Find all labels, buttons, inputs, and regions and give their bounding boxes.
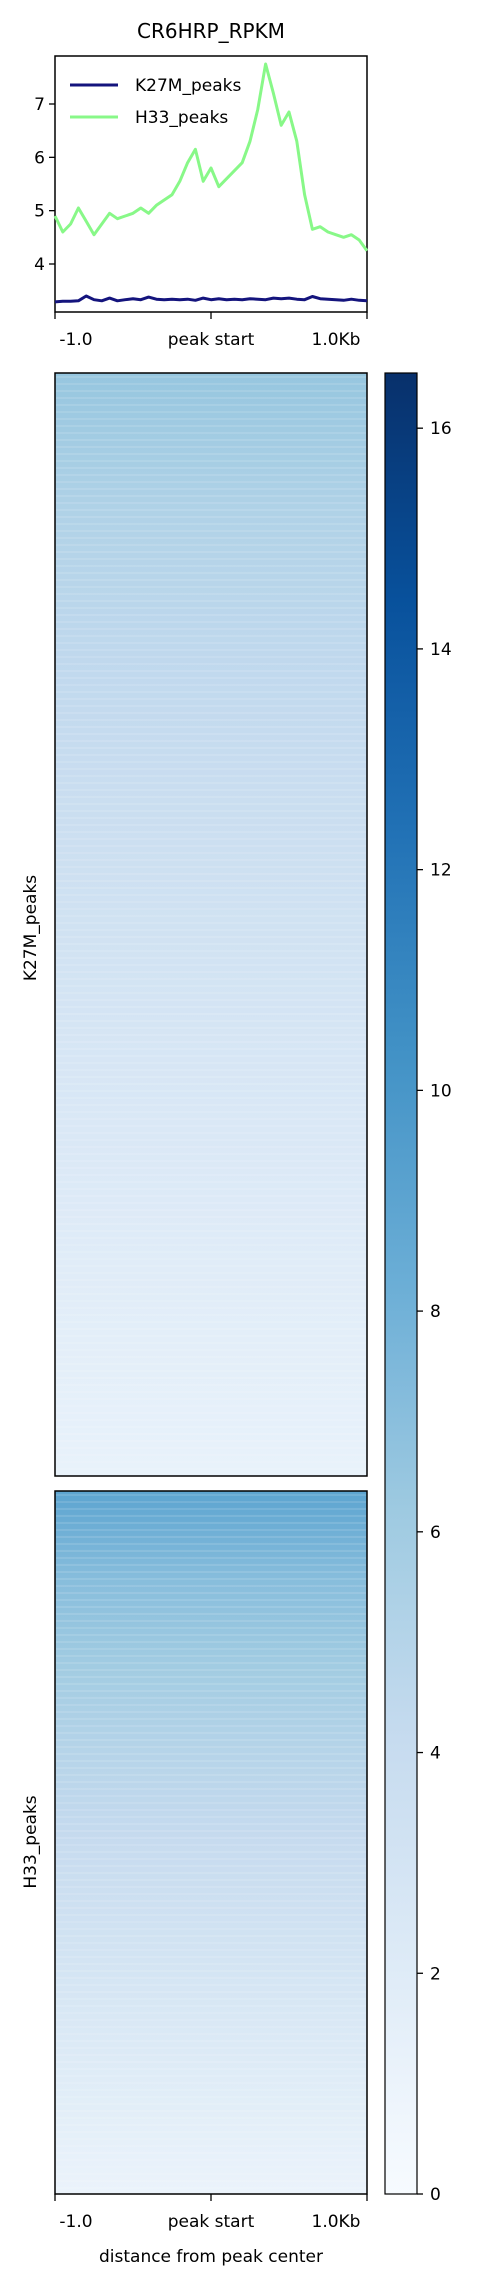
- profile-x-tick-label: -1.0: [59, 330, 92, 350]
- colorbar-tick-label: 10: [430, 1081, 452, 1101]
- profile-x-tick-label: peak start: [168, 330, 255, 350]
- heatmap-x-axis-title: distance from peak center: [99, 2247, 323, 2267]
- colorbar-tick-label: 14: [430, 640, 452, 660]
- profile-series: [53, 62, 369, 304]
- colorbar: 0 2 4 6 8 10 12 14 16: [384, 372, 452, 2205]
- colorbar-tick-label: 4: [430, 1744, 441, 1764]
- profile-x-axis: -1.0 peak start 1.0Kb: [54, 312, 368, 350]
- heatmap-h33: [54, 1490, 368, 2195]
- profile-y-tick-label: 5: [34, 202, 45, 222]
- colorbar-bar: [384, 372, 418, 2195]
- heatmap-h33-label: H33_peaks: [21, 1795, 41, 1888]
- profile-title: CR6HRP_RPKM: [137, 19, 285, 43]
- heatmap-x-tick-label: peak start: [168, 2212, 255, 2232]
- heatmap-x-tick-label: 1.0Kb: [312, 2212, 361, 2232]
- profile-line-k27m: [54, 294, 368, 304]
- profile-line-h33: [53, 62, 369, 252]
- colorbar-tick-label: 12: [430, 861, 452, 881]
- colorbar-tick-label: 8: [430, 1302, 441, 1322]
- profile-y-axis: 4 5 6 7: [34, 95, 55, 275]
- heatmap-fill: [55, 373, 367, 1476]
- heatmap-x-tick-label: -1.0: [59, 2212, 92, 2232]
- colorbar-tick-label: 2: [430, 1964, 441, 1984]
- colorbar-tick-label: 6: [430, 1523, 441, 1543]
- profile-y-tick-label: 7: [34, 95, 45, 115]
- heatmap-fill: [55, 1491, 367, 2194]
- heatmap-k27m-label: K27M_peaks: [21, 875, 41, 981]
- heatmap-k27m: [54, 372, 368, 1477]
- legend-label: H33_peaks: [135, 108, 228, 128]
- colorbar-tick-label: 0: [430, 2185, 441, 2205]
- heatmap-frame: [54, 372, 368, 1477]
- profile-y-tick-label: 6: [34, 148, 45, 168]
- profile-x-tick-label: 1.0Kb: [312, 330, 361, 350]
- colorbar-tick-label: 16: [430, 419, 452, 439]
- profile-legend: K27M_peaks H33_peaks: [70, 76, 241, 128]
- profile-y-tick-label: 4: [34, 255, 45, 275]
- heatmap-x-axis: -1.0 peak start 1.0Kb: [54, 2194, 368, 2232]
- legend-label: K27M_peaks: [135, 76, 241, 96]
